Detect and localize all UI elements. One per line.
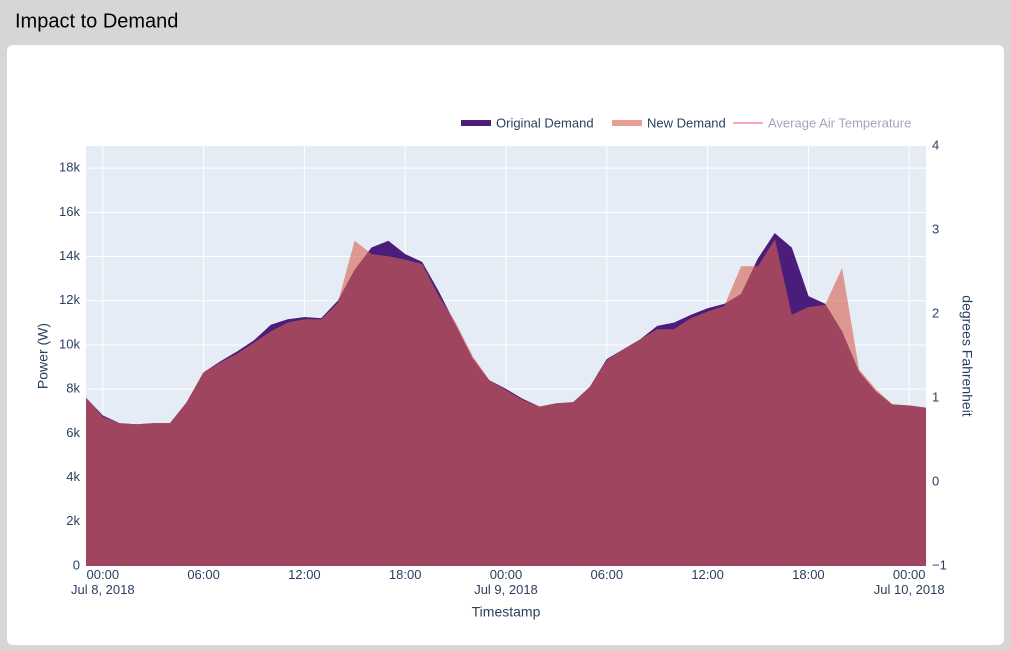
- legend-swatch: [612, 120, 642, 126]
- x-tick-label: 00:00 Jul 8, 2018: [71, 567, 135, 597]
- y-axis-title: Power (W): [35, 323, 51, 389]
- area-line: [85, 239, 927, 425]
- legend-item[interactable]: Original Demand: [461, 115, 594, 130]
- area-fill: [86, 239, 926, 566]
- area-line: [85, 232, 927, 425]
- y-tick-label: 16k: [59, 204, 80, 219]
- x-tick-label: 12:00: [288, 567, 321, 582]
- y-tick-label: 8k: [66, 381, 80, 396]
- y2-tick-label: 1: [932, 389, 939, 404]
- x-tick-label: 06:00: [187, 567, 220, 582]
- chart-title: Impact to Demand: [15, 10, 178, 32]
- legend-item[interactable]: Average Air Temperature: [733, 115, 911, 130]
- y2-tick-label: 0: [932, 473, 939, 488]
- x-tick-label: 00:00 Jul 10, 2018: [874, 567, 945, 597]
- x-tick-label: 18:00: [389, 567, 422, 582]
- x-tick-label: 18:00: [792, 567, 825, 582]
- y2-tick-label: −1: [932, 557, 947, 572]
- x-tick-label: 00:00 Jul 9, 2018: [474, 567, 538, 597]
- y-tick-label: 4k: [66, 469, 80, 484]
- y2-axis-title: degrees Fahrenheit: [959, 295, 975, 417]
- legend-label: Original Demand: [496, 115, 594, 130]
- legend-swatch: [461, 120, 491, 126]
- y-tick-label: 2k: [66, 513, 80, 528]
- x-tick-label: 12:00: [691, 567, 724, 582]
- y-tick-label: 0: [73, 557, 80, 572]
- y-tick-label: 18k: [59, 160, 80, 175]
- legend-item[interactable]: New Demand: [612, 115, 726, 130]
- x-axis-title: Timestamp: [472, 604, 541, 620]
- x-tick-label: 06:00: [591, 567, 624, 582]
- y-tick-label: 6k: [66, 425, 80, 440]
- area-series: [85, 239, 927, 566]
- y2-tick-label: 2: [932, 305, 939, 320]
- y-tick-label: 14k: [59, 248, 80, 263]
- y-tick-label: 10k: [59, 336, 80, 351]
- y-tick-label: 12k: [59, 292, 80, 307]
- y2-tick-label: 3: [932, 221, 939, 236]
- y2-tick-label: 4: [932, 137, 939, 152]
- legend-label: Average Air Temperature: [768, 115, 911, 130]
- legend-label: New Demand: [647, 115, 726, 130]
